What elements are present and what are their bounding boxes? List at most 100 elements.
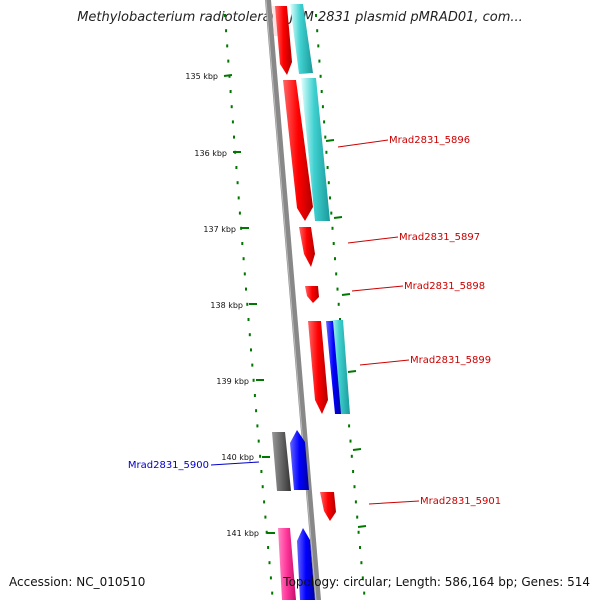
track-dot [337,302,340,306]
track-dot [356,515,359,519]
track-dot [260,470,263,473]
track-dot [238,211,241,215]
track-dot [271,591,274,595]
track-dot [242,257,245,261]
gene-label-mrad2831-5901[interactable]: Mrad2831_5901 [420,496,501,507]
gene-partial-pink[interactable] [278,528,296,600]
outer-track [315,14,366,595]
track-dot [268,561,271,565]
track-dot [233,135,235,139]
track-dot [224,14,226,17]
track-dot [269,576,272,580]
gene-mrad2831-5900-blue[interactable] [290,430,309,490]
gene-track-reverse [272,430,315,600]
track-dot [363,591,366,595]
track-dot [257,439,260,443]
track-dot [245,287,247,291]
label-line-5898 [351,285,404,292]
track-dot [317,44,320,48]
gene-mrad2831-5900-gray[interactable] [272,432,291,491]
gene-mrad2831-5899-red[interactable] [308,321,328,414]
track-dot [334,257,336,261]
track-dot [246,302,249,306]
track-dot [241,242,244,245]
gene-label-mrad2831-5899[interactable]: Mrad2831_5899 [410,355,491,366]
track-dot [336,287,339,291]
track-dot [236,181,239,185]
track-dot [252,378,255,382]
gene-mrad2831-5899-blue[interactable] [326,321,341,414]
track-dot [237,196,240,200]
track-dot [319,74,322,78]
gene-label-mrad2831-5897[interactable]: Mrad2831_5897 [399,232,480,243]
track-dot [264,515,267,519]
track-dot [251,363,254,367]
tick-label: 136 kbp [194,149,227,158]
track-dot [323,120,326,124]
tick-label: 141 kbp [226,529,259,538]
track-dot [357,530,360,534]
track-dot [229,90,232,93]
track-dot [352,470,355,473]
tick-label: 137 kbp [203,225,236,234]
track-dot [250,348,252,352]
track-dot [360,561,363,565]
track-dot [261,485,264,489]
gene-mrad2831-5896-cyan[interactable] [301,78,330,221]
label-line-5896 [337,139,389,148]
track-dot [259,454,262,458]
track-dot [321,105,324,109]
track-dot [359,546,361,549]
track-dot [329,196,331,200]
gene-mrad2831-5901[interactable] [320,492,336,521]
tick-label: 139 kbp [216,377,249,386]
track-dot [248,333,251,337]
track-dot [267,546,270,549]
gene-label-mrad2831-5900[interactable]: Mrad2831_5900 [128,460,209,471]
label-line-5897 [347,236,399,244]
gene-label-mrad2831-5896[interactable]: Mrad2831_5896 [389,135,470,146]
track-dot [256,424,259,428]
gene-partial-red[interactable] [275,6,292,75]
tick-label: 135 kbp [185,72,218,81]
track-dot [315,14,317,17]
track-dot [326,166,329,169]
gene-mrad2831-5896-red[interactable] [283,80,313,221]
track-dot [247,318,250,321]
track-dot [353,485,356,489]
track-dot [320,90,323,93]
track-dot [265,530,268,534]
track-dot [331,226,334,230]
gene-label-mrad2831-5898[interactable]: Mrad2831_5898 [404,281,485,292]
track-dot [227,59,230,63]
track-dot [339,318,341,321]
track-dot [226,44,229,48]
track-dot [235,166,238,169]
ruler-track [224,14,274,595]
gene-partial-cyan[interactable] [290,4,313,74]
track-dot [255,409,258,413]
accession-text: Accession: NC_010510 [9,575,146,589]
track-dot [231,120,234,124]
track-dot [324,135,327,139]
track-dot [350,454,353,458]
track-dot [325,150,328,154]
track-dot [225,29,228,33]
track-dot [335,272,338,276]
track-dot [354,500,357,504]
gene-mrad2831-5897[interactable] [299,227,315,267]
label-line-5901 [368,500,420,505]
topology-text: Topology: circular; Length: 586,164 bp; … [283,575,590,589]
track-dot [349,439,352,443]
track-dot [263,500,266,504]
tick-label: 140 kbp [221,453,254,462]
track-dot [230,105,233,109]
track-dot [318,59,321,63]
gene-mrad2831-5899-cyan[interactable] [330,320,350,414]
gene-mrad2831-5898[interactable] [305,286,319,303]
gene-partial-blue[interactable] [297,528,315,600]
tick-label: 138 kbp [210,301,243,310]
label-line-5900 [210,461,260,466]
track-dot [330,211,333,215]
